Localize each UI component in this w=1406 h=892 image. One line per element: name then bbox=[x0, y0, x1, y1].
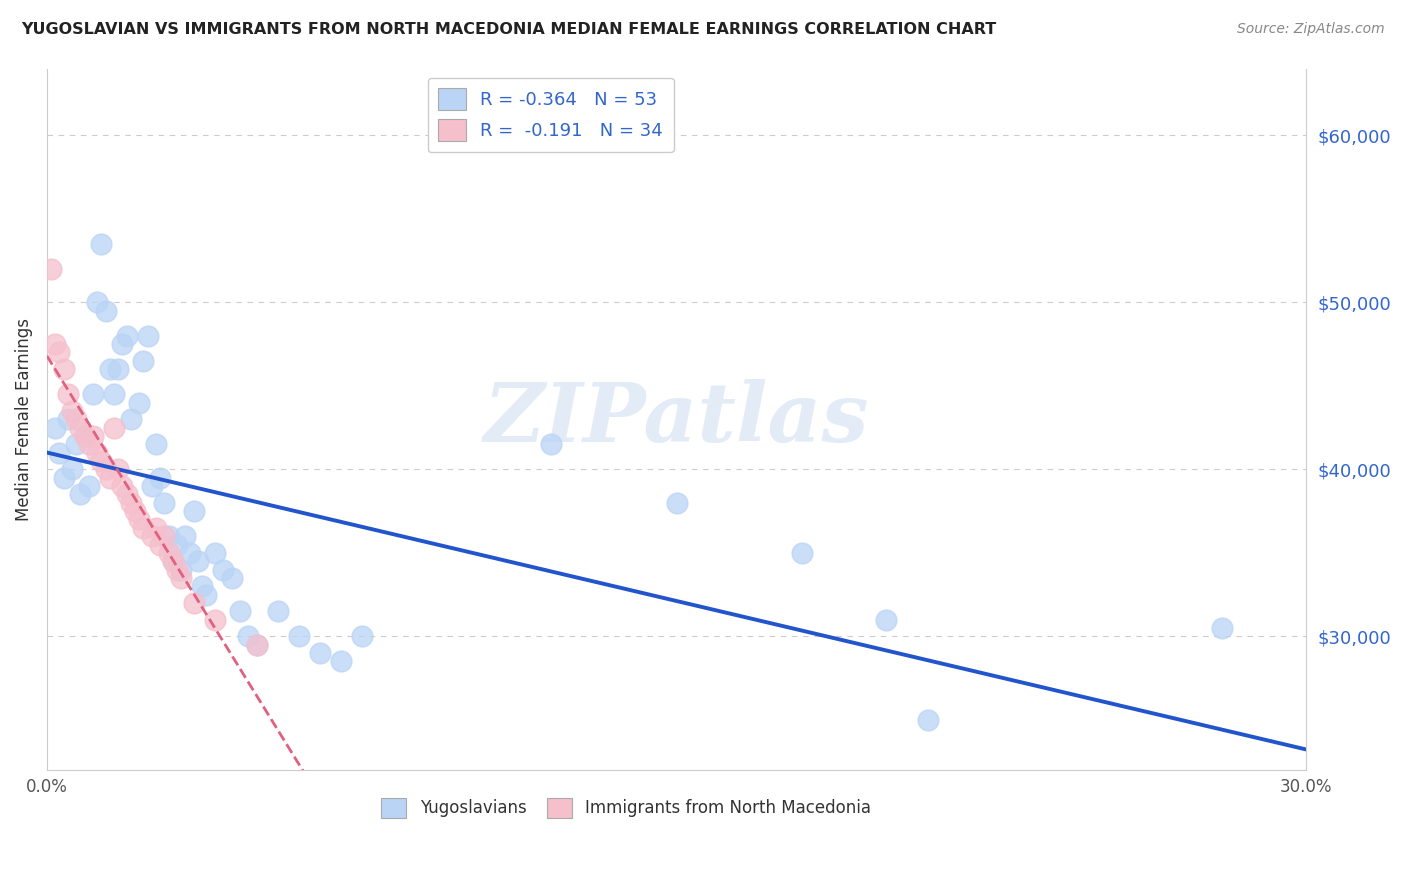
Point bbox=[69, 420, 91, 434]
Point bbox=[308, 646, 330, 660]
Point bbox=[229, 604, 252, 618]
Point bbox=[111, 479, 134, 493]
Point bbox=[77, 479, 100, 493]
Point bbox=[145, 437, 167, 451]
Point bbox=[86, 445, 108, 459]
Point bbox=[77, 437, 100, 451]
Point bbox=[1211, 621, 1233, 635]
Y-axis label: Median Female Earnings: Median Female Earnings bbox=[15, 318, 32, 521]
Point bbox=[65, 437, 87, 451]
Point bbox=[98, 471, 121, 485]
Text: ZIPatlas: ZIPatlas bbox=[484, 379, 869, 459]
Point bbox=[153, 496, 176, 510]
Point bbox=[191, 579, 214, 593]
Point bbox=[174, 529, 197, 543]
Point bbox=[56, 412, 79, 426]
Point bbox=[917, 713, 939, 727]
Point bbox=[60, 404, 83, 418]
Point bbox=[48, 445, 70, 459]
Point bbox=[246, 638, 269, 652]
Point bbox=[111, 337, 134, 351]
Point bbox=[145, 521, 167, 535]
Point bbox=[238, 629, 260, 643]
Legend: Yugoslavians, Immigrants from North Macedonia: Yugoslavians, Immigrants from North Mace… bbox=[375, 791, 877, 825]
Point bbox=[60, 462, 83, 476]
Point bbox=[212, 563, 235, 577]
Point bbox=[157, 529, 180, 543]
Point bbox=[287, 629, 309, 643]
Point bbox=[350, 629, 373, 643]
Point bbox=[162, 554, 184, 568]
Point bbox=[52, 471, 75, 485]
Point bbox=[875, 613, 897, 627]
Point bbox=[73, 429, 96, 443]
Point bbox=[204, 546, 226, 560]
Point bbox=[56, 387, 79, 401]
Point bbox=[103, 420, 125, 434]
Point bbox=[94, 303, 117, 318]
Point bbox=[170, 563, 193, 577]
Point bbox=[82, 429, 104, 443]
Point bbox=[166, 563, 188, 577]
Point bbox=[90, 236, 112, 251]
Point bbox=[141, 479, 163, 493]
Point bbox=[73, 429, 96, 443]
Point bbox=[115, 328, 138, 343]
Point bbox=[166, 537, 188, 551]
Point bbox=[86, 295, 108, 310]
Point bbox=[195, 588, 218, 602]
Point bbox=[141, 529, 163, 543]
Point bbox=[540, 437, 562, 451]
Point bbox=[792, 546, 814, 560]
Point bbox=[149, 537, 172, 551]
Point bbox=[107, 362, 129, 376]
Point bbox=[44, 420, 66, 434]
Point bbox=[157, 546, 180, 560]
Point bbox=[153, 529, 176, 543]
Point bbox=[69, 487, 91, 501]
Point bbox=[124, 504, 146, 518]
Point bbox=[179, 546, 201, 560]
Point bbox=[162, 554, 184, 568]
Point bbox=[183, 504, 205, 518]
Point bbox=[665, 496, 688, 510]
Point bbox=[149, 471, 172, 485]
Point bbox=[82, 387, 104, 401]
Point bbox=[39, 262, 62, 277]
Point bbox=[183, 596, 205, 610]
Point bbox=[48, 345, 70, 359]
Point bbox=[44, 337, 66, 351]
Point bbox=[90, 454, 112, 468]
Point bbox=[103, 387, 125, 401]
Point bbox=[246, 638, 269, 652]
Point bbox=[267, 604, 290, 618]
Point bbox=[170, 571, 193, 585]
Point bbox=[94, 462, 117, 476]
Point bbox=[120, 496, 142, 510]
Point bbox=[115, 487, 138, 501]
Point bbox=[120, 412, 142, 426]
Point bbox=[107, 462, 129, 476]
Point bbox=[221, 571, 243, 585]
Point bbox=[52, 362, 75, 376]
Point bbox=[132, 521, 155, 535]
Point bbox=[128, 395, 150, 409]
Text: Source: ZipAtlas.com: Source: ZipAtlas.com bbox=[1237, 22, 1385, 37]
Point bbox=[128, 512, 150, 526]
Point bbox=[98, 362, 121, 376]
Point bbox=[204, 613, 226, 627]
Text: YUGOSLAVIAN VS IMMIGRANTS FROM NORTH MACEDONIA MEDIAN FEMALE EARNINGS CORRELATIO: YUGOSLAVIAN VS IMMIGRANTS FROM NORTH MAC… bbox=[21, 22, 997, 37]
Point bbox=[329, 655, 352, 669]
Point bbox=[132, 353, 155, 368]
Point bbox=[65, 412, 87, 426]
Point bbox=[187, 554, 209, 568]
Point bbox=[136, 328, 159, 343]
